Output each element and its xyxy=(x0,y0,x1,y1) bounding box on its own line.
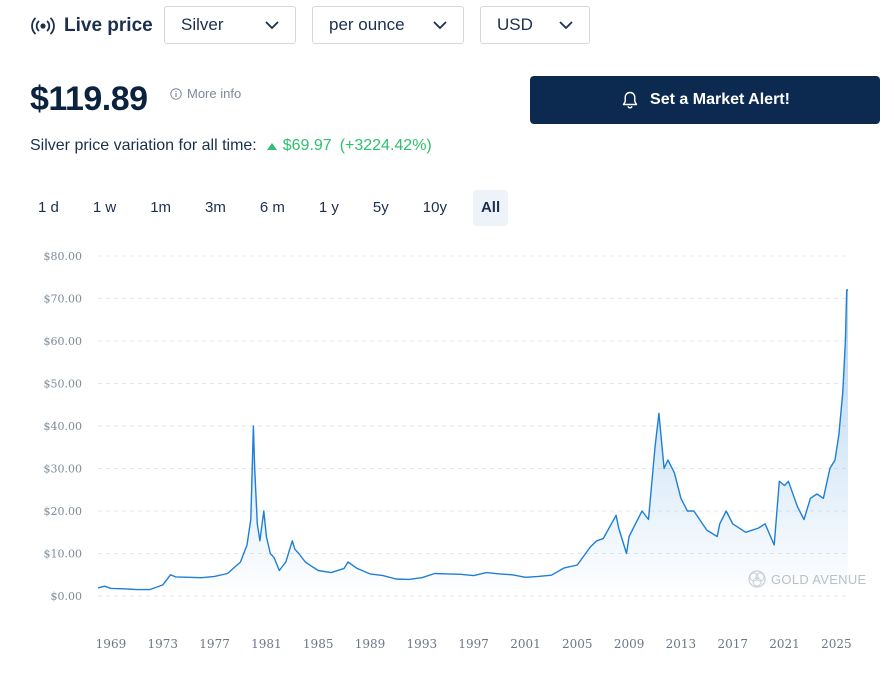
gold-avenue-logo-icon xyxy=(748,570,766,588)
silver-price-chart: $0.00 $10.00 $20.00 $30.00 $40.00 $50.00 $60.0… xyxy=(44,250,867,651)
gold-avenue-watermark: GOLD AVENUE xyxy=(748,570,867,588)
chevron-down-icon xyxy=(559,20,573,29)
x-tick-label: 1969 xyxy=(96,637,127,651)
y-axis-ticks: $0.00 $10.00 $20.00 $30.00 $40.00 $50.00 $60.0… xyxy=(44,250,83,603)
set-market-alert-button[interactable]: Set a Market Alert! xyxy=(530,76,880,124)
x-tick-label: 1977 xyxy=(199,637,230,651)
y-tick-label: $30.00 xyxy=(44,463,83,476)
info-icon xyxy=(170,87,182,100)
broadcast-icon xyxy=(31,17,55,35)
time-range-tabs: 1 d 1 w 1m 3m 6 m 1 y 5y 10y All xyxy=(30,190,526,226)
set-market-alert-label: Set a Market Alert! xyxy=(650,91,790,108)
x-tick-label: 1981 xyxy=(251,637,282,651)
price-area xyxy=(98,290,848,596)
x-tick-label: 2021 xyxy=(769,637,800,651)
range-tab-0[interactable]: 1 d xyxy=(38,199,59,216)
x-tick-label: 2013 xyxy=(666,637,697,651)
range-tab-8[interactable]: All xyxy=(472,190,509,226)
x-tick-label: 2005 xyxy=(562,637,593,651)
x-tick-label: 1989 xyxy=(355,637,386,651)
x-tick-label: 2025 xyxy=(821,637,852,651)
y-tick-label: $20.00 xyxy=(44,505,83,518)
x-tick-label: 1985 xyxy=(303,637,334,651)
range-tab-1[interactable]: 1 w xyxy=(92,199,117,216)
y-tick-label: $40.00 xyxy=(44,420,83,433)
watermark-text: GOLD AVENUE xyxy=(771,572,867,587)
x-tick-label: 1997 xyxy=(458,637,489,651)
range-tab-2[interactable]: 1m xyxy=(150,199,172,216)
variation-percent: (+3224.42%) xyxy=(339,137,432,154)
metal-select-value: Silver xyxy=(181,15,224,34)
unit-select[interactable]: per ounce xyxy=(312,6,464,44)
triangle-up-icon xyxy=(266,142,277,150)
range-tab-7[interactable]: 10y xyxy=(422,199,447,216)
range-tab-6[interactable]: 5y xyxy=(372,199,389,216)
y-tick-label: $10.00 xyxy=(44,548,83,561)
variation-amount-value: $69.97 xyxy=(282,137,332,154)
currency-select-value: USD xyxy=(497,15,533,34)
unit-select-value: per ounce xyxy=(329,15,405,34)
y-tick-label: $80.00 xyxy=(44,250,83,263)
x-tick-label: 2017 xyxy=(717,637,748,651)
x-tick-label: 1993 xyxy=(407,637,438,651)
live-price-indicator: Live price xyxy=(30,6,153,46)
chevron-down-icon xyxy=(433,20,447,29)
variation-label: Silver price variation for all time: xyxy=(30,137,257,154)
variation-amount: $69.97 xyxy=(266,137,332,155)
x-tick-label: 1973 xyxy=(147,637,178,651)
range-tab-5[interactable]: 1 y xyxy=(318,199,339,216)
current-price: $119.89 xyxy=(30,80,148,118)
range-tab-4[interactable]: 6 m xyxy=(259,199,285,216)
y-tick-label: $60.00 xyxy=(44,335,83,348)
y-tick-label: $50.00 xyxy=(44,378,83,391)
live-price-label: Live price xyxy=(64,15,153,36)
metal-select[interactable]: Silver xyxy=(164,6,296,44)
x-tick-label: 2009 xyxy=(614,637,645,651)
y-tick-label: $0.00 xyxy=(51,590,83,603)
x-tick-label: 2001 xyxy=(510,637,541,651)
currency-select[interactable]: USD xyxy=(480,6,590,44)
chevron-down-icon xyxy=(265,20,279,29)
x-axis-ticks: 1969 1973 1977 1981 1985 1989 1993 1997 2001 2005… xyxy=(96,637,852,651)
more-info-link[interactable]: More info xyxy=(170,86,241,101)
price-line xyxy=(97,289,848,591)
price-variation: Silver price variation for all time: $69… xyxy=(30,137,432,155)
y-tick-label: $70.00 xyxy=(44,293,83,306)
bell-icon xyxy=(622,91,638,109)
more-info-label: More info xyxy=(187,86,242,101)
range-tab-3[interactable]: 3m xyxy=(205,199,226,216)
top-bar: Live price Silver per ounce USD xyxy=(30,6,870,46)
